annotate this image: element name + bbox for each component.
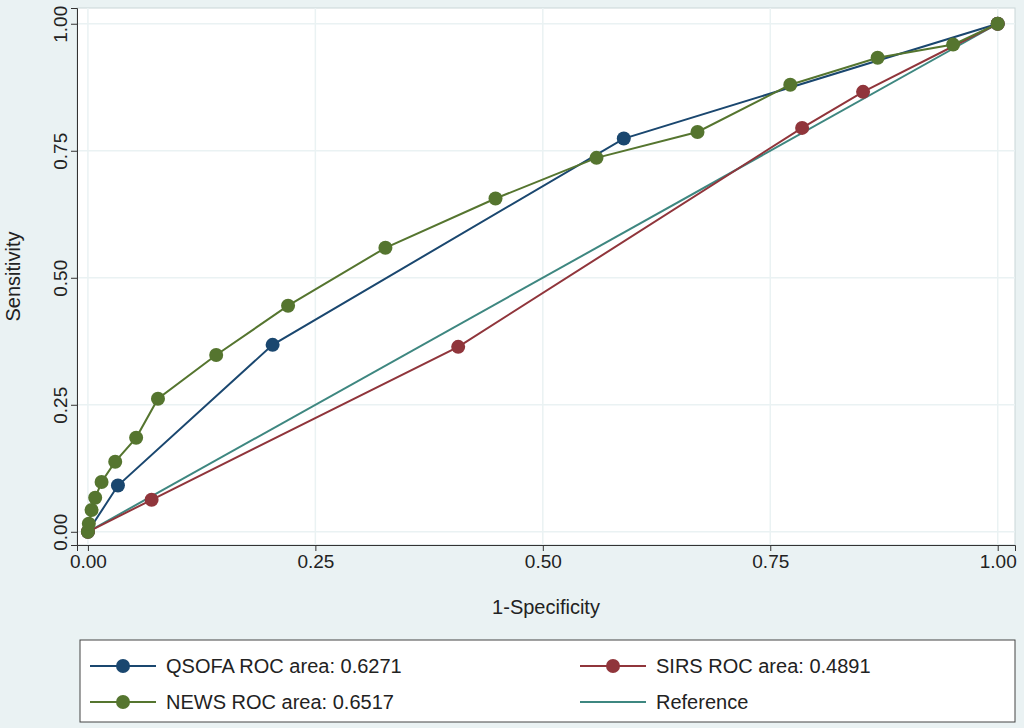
- legend-label: QSOFA ROC area: 0.6271: [166, 655, 402, 677]
- series-marker: [95, 475, 109, 489]
- x-tick-label: 0.50: [525, 551, 562, 572]
- series-marker: [281, 299, 295, 313]
- y-tick-mark: [71, 278, 77, 279]
- legend-label: SIRS ROC area: 0.4891: [656, 655, 871, 677]
- series-marker: [991, 17, 1005, 31]
- series-marker: [129, 431, 143, 445]
- x-tick-mark: [998, 545, 999, 551]
- series-marker: [617, 132, 631, 146]
- x-tick-mark: [315, 545, 316, 551]
- x-tick-mark: [770, 545, 771, 551]
- series-line: [88, 24, 998, 532]
- series-marker: [451, 340, 465, 354]
- y-tick-label: 0.25: [50, 387, 71, 424]
- y-tick-label: 1.00: [50, 6, 71, 43]
- series-marker: [145, 493, 159, 507]
- x-tick-label: 1.00: [980, 551, 1017, 572]
- legend-swatch-marker: [116, 659, 130, 673]
- y-tick: 0.25: [50, 387, 77, 424]
- series-marker: [151, 392, 165, 406]
- grid-line-x: [315, 8, 317, 545]
- series-marker: [266, 338, 280, 352]
- legend-swatch-marker: [116, 695, 130, 709]
- legend-swatch-line: [580, 701, 646, 703]
- series-line: [88, 24, 998, 532]
- series-marker: [795, 121, 809, 135]
- series-marker: [946, 38, 960, 52]
- y-axis-title: Sensitivity: [2, 231, 24, 321]
- legend-item: Reference: [580, 691, 748, 713]
- y-tick-mark: [71, 24, 77, 25]
- legend-item: QSOFA ROC area: 0.6271: [90, 655, 402, 677]
- x-tick: 0.25: [297, 545, 334, 572]
- y-tick: 0.50: [50, 260, 77, 297]
- series-marker: [489, 192, 503, 206]
- grid-line-x: [770, 8, 772, 545]
- grid: [77, 8, 1015, 545]
- series-marker: [85, 503, 99, 517]
- y-axis: 0.00 0.25 0.50 0.75 1.00: [50, 6, 78, 551]
- series-marker: [108, 455, 122, 469]
- legend-swatch-marker: [606, 659, 620, 673]
- x-tick: 0.00: [70, 545, 107, 572]
- x-tick: 1.00: [980, 545, 1017, 572]
- legend: QSOFA ROC area: 0.6271 SIRS ROC area: 0.4…: [80, 640, 1015, 722]
- x-tick-mark: [88, 545, 89, 551]
- x-tick-label: 0.25: [297, 551, 334, 572]
- grid-line-y: [77, 23, 1015, 25]
- legend-label: Reference: [656, 691, 748, 713]
- grid-line-y: [77, 531, 1015, 533]
- y-tick-mark: [71, 532, 77, 533]
- y-tick-label: 0.75: [50, 133, 71, 170]
- series-marker: [871, 51, 885, 65]
- series-marker: [991, 17, 1005, 31]
- legend-item: SIRS ROC area: 0.4891: [580, 655, 871, 677]
- y-tick: 0.75: [50, 133, 77, 170]
- x-axis: 0.00 0.25 0.50 0.75 1.00: [70, 545, 1017, 572]
- legend-item: NEWS ROC area: 0.6517: [90, 691, 394, 713]
- y-tick-mark: [71, 405, 77, 406]
- series-marker: [88, 491, 102, 505]
- plot-frame: [77, 8, 1015, 545]
- x-tick-label: 0.00: [70, 551, 107, 572]
- x-axis-title: 1-Specificity: [492, 596, 600, 618]
- series-line: [88, 24, 998, 532]
- plot-area: [81, 17, 1005, 539]
- background: [0, 0, 1024, 728]
- x-axis-line: [78, 546, 1016, 552]
- series-marker: [690, 125, 704, 139]
- grid-line-y: [77, 277, 1015, 279]
- series-marker: [856, 85, 870, 99]
- chart: 0.00 0.25 0.50 0.75 1.00 0.00 0.25 0.50 0.75 1.00…: [0, 0, 1024, 728]
- legend-label: NEWS ROC area: 0.6517: [166, 691, 394, 713]
- series-marker: [589, 151, 603, 165]
- legend-box: [80, 640, 1015, 722]
- y-tick: 0.00: [50, 514, 77, 551]
- x-tick: 0.50: [525, 545, 562, 572]
- x-tick: 0.75: [752, 545, 789, 572]
- grid-line-y: [77, 404, 1015, 406]
- series-marker: [783, 78, 797, 92]
- series-marker: [378, 241, 392, 255]
- y-tick: 1.00: [50, 6, 77, 43]
- grid-line-y: [77, 150, 1015, 152]
- grid-line-x: [997, 8, 999, 545]
- series-marker: [991, 17, 1005, 31]
- y-tick-label: 0.50: [50, 260, 71, 297]
- x-tick-label: 0.75: [752, 551, 789, 572]
- y-tick-label: 0.00: [50, 514, 71, 551]
- series-marker: [82, 517, 96, 531]
- x-tick-mark: [543, 545, 544, 551]
- y-axis-line: [71, 9, 78, 546]
- y-tick-mark: [71, 151, 77, 152]
- grid-line-x: [87, 8, 89, 545]
- series-marker: [209, 348, 223, 362]
- series-line: [88, 24, 998, 532]
- series-marker: [111, 479, 125, 493]
